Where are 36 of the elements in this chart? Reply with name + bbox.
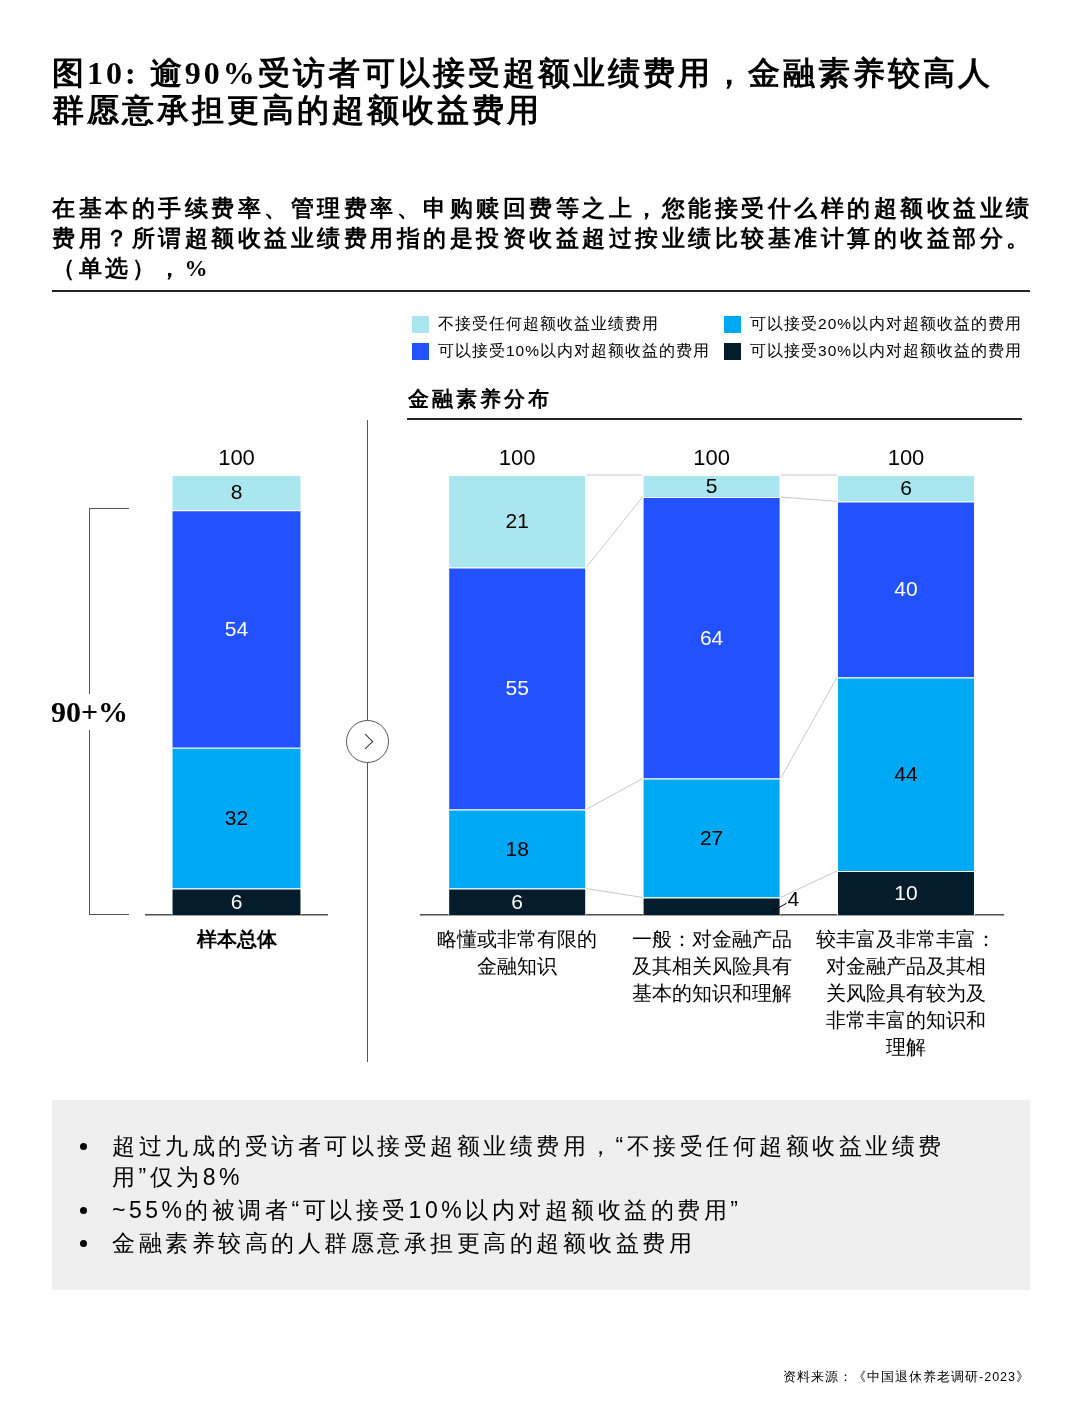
data-label: 10 [894,880,918,904]
text: 超过九成的受访者可以接受超额业绩费用，“不接受任何超额收益业绩费用”仅为8% [112,1132,946,1192]
data-label: 44 [894,762,918,785]
x-tick-label: 一般：对金融产品及其相关风险具有基本的知识和理解 [631,927,792,1004]
total-label: 100 [887,445,925,471]
data-label: 6 [900,476,912,499]
data-label: 21 [505,509,529,532]
chart-title: 金融素养分布 [408,386,552,412]
text: 在基本的手续费率、管理费率、申购赎回费等之上，您能接受什么样的超额收益业绩费用？所谓超额收益业绩费用指的是投资收益超过按业绩比较基准计算的收益部分。（单选），% [52,195,1034,283]
x-tick-label: 样本总体 [195,927,278,950]
legend-label: 不接受任何超额收益业绩费用 [438,314,659,334]
text: 图10: 逾90%受访者可以接受超额业绩费用，金融素养较高人群愿意承担更高的超额收益费用 [52,55,994,129]
data-label: 27 [699,825,724,849]
text: 金融素养较高的人群愿意承担更高的超额收益费用 [112,1229,696,1258]
legend-label: 可以接受30%以内对超额收益的费用 [750,341,1023,361]
text: 90+% [50,694,130,730]
total-label: 100 [693,445,730,471]
data-label: 6 [230,889,243,913]
data-label: 6 [511,889,524,913]
data-label: 5 [705,473,718,497]
data-label: 54 [224,616,249,640]
data-label: 18 [505,836,529,860]
total-label: 100 [498,445,536,471]
text: 资料来源：《中国退休养老调研-2023》 [783,1369,1030,1386]
total-label: 100 [218,445,255,471]
legend-label: 可以接受20%以内对超额收益的费用 [750,314,1023,334]
data-label: 40 [894,577,918,601]
x-tick-label: 较丰富及非常丰富：对金融产品及其相关风险具有较为及非常丰富的知识和理解 [816,927,996,1058]
data-label: 8 [230,480,243,504]
text: ~55%的被调者“可以接受10%以内对超额收益的费用” [112,1196,743,1225]
data-label: 55 [505,676,529,700]
data-label: 64 [699,625,724,649]
data-label: 32 [224,806,249,829]
x-tick-label: 略懂或非常有限的金融知识 [437,927,598,977]
data-label: 4 [787,887,800,910]
legend-label: 可以接受10%以内对超额收益的费用 [438,341,711,361]
